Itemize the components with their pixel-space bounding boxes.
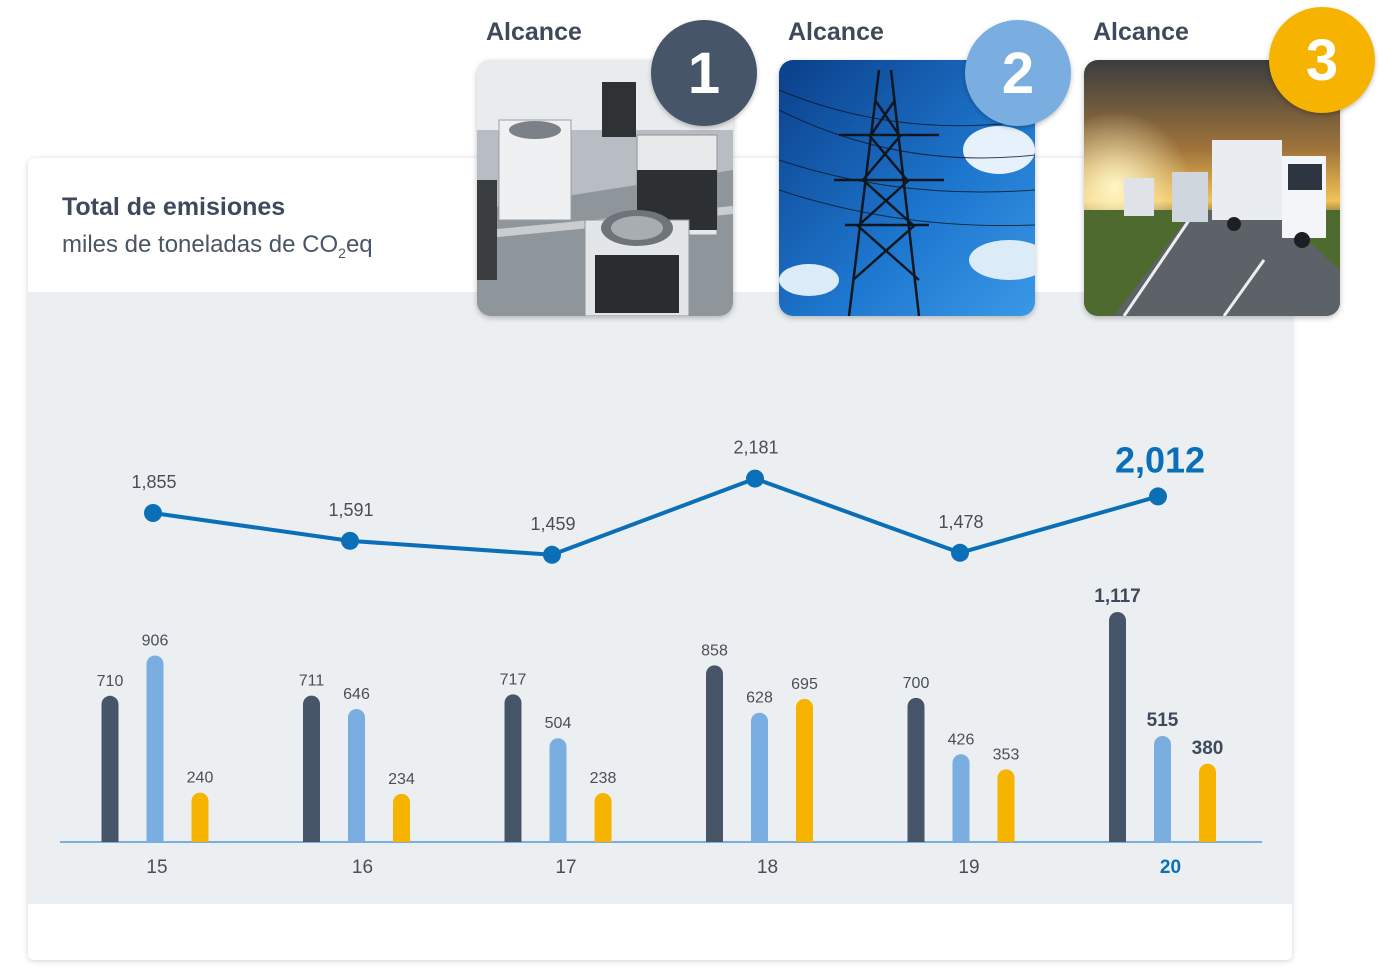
bar-value-label: 695: [791, 676, 818, 693]
total-point: [951, 543, 969, 562]
total-line: [152, 476, 1159, 557]
bar-value-label: 234: [388, 771, 415, 788]
bar-value-label: 646: [343, 686, 370, 703]
air-conditioning-units-photo: [477, 60, 733, 316]
bar-value-label: 504: [545, 715, 572, 732]
bar-value-label: 515: [1147, 710, 1179, 731]
bar: [303, 695, 320, 842]
total-point: [543, 545, 561, 564]
scope-3-badge: 3: [1269, 7, 1375, 113]
chart-subtitle: miles de toneladas de CO2eq: [62, 231, 373, 261]
bar: [706, 665, 723, 842]
bar-value-label: 238: [590, 770, 617, 787]
total-value-label: 1,591: [328, 500, 373, 520]
total-point: [341, 531, 359, 550]
bar-value-label: 700: [903, 675, 930, 692]
bar-value-label: 717: [500, 671, 527, 688]
bar-value-label: 858: [701, 642, 728, 659]
scope-3-label: Alcance: [1093, 18, 1189, 46]
bar-value-label: 380: [1192, 738, 1224, 759]
bar: [549, 738, 567, 842]
bar: [907, 697, 925, 842]
bar: [348, 708, 365, 842]
x-tick-label: 17: [555, 857, 576, 878]
scope-1-label: Alcance: [486, 18, 582, 46]
bar-value-label: 240: [187, 770, 214, 787]
bar: [393, 793, 410, 842]
x-tick-label: 18: [757, 857, 778, 878]
total-value-label: 1,478: [938, 512, 983, 532]
bar: [997, 769, 1015, 842]
total-value-label: 1,459: [530, 514, 575, 534]
bar-value-label: 711: [299, 673, 325, 690]
scope-2-card: Alcance: [779, 0, 1079, 320]
total-point: [144, 504, 162, 522]
bar-value-label: 353: [993, 746, 1020, 763]
total-point: [1149, 487, 1167, 506]
bar: [1109, 612, 1126, 842]
scope-1-card: Alcance 1: [477, 0, 777, 320]
bar-value-label: 1,117: [1094, 586, 1141, 607]
total-value-label: 1,855: [131, 472, 176, 492]
scope-2-label: Alcance: [788, 18, 884, 46]
x-tick-label: 15: [146, 857, 167, 878]
bar: [504, 694, 522, 842]
bar: [952, 754, 970, 842]
bar: [146, 655, 164, 842]
plot-area: [28, 292, 1292, 904]
bar: [191, 792, 209, 842]
power-transmission-tower-photo: [779, 60, 1035, 316]
scope-2-badge: 2: [965, 20, 1071, 126]
scope-1-badge: 1: [651, 20, 757, 126]
bar-value-label: 710: [97, 673, 124, 690]
bar: [101, 695, 119, 842]
scope-3-card: Alcance: [1084, 0, 1384, 320]
bar: [1154, 735, 1171, 842]
bar-value-label: 426: [948, 731, 975, 748]
bar-value-label: 628: [746, 690, 773, 707]
bar: [594, 792, 612, 842]
x-tick-label: 19: [958, 857, 979, 878]
bar-value-label: 906: [142, 632, 169, 649]
total-value-label: 2,012: [1115, 439, 1205, 480]
chart-title: Total de emisiones: [62, 193, 286, 221]
x-tick-label: 16: [352, 857, 373, 878]
x-tick-label: 20: [1160, 857, 1181, 878]
bar: [1199, 763, 1216, 842]
total-value-label: 2,181: [733, 438, 778, 458]
bar: [751, 712, 768, 842]
total-point: [746, 469, 764, 488]
bar: [796, 698, 813, 842]
